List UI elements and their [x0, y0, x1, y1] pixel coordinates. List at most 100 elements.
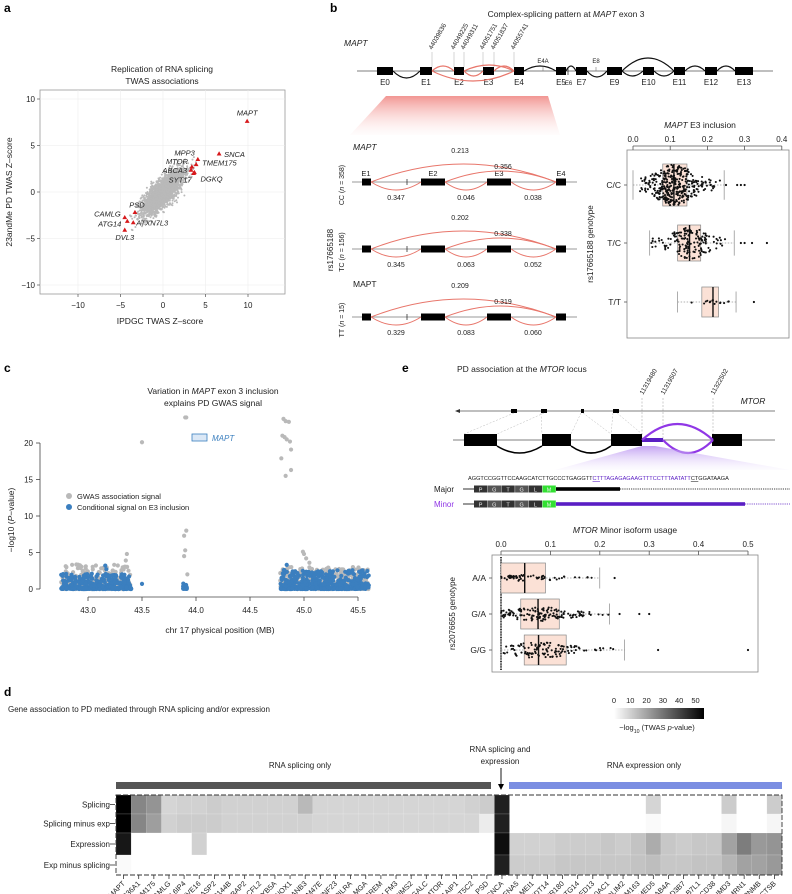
data-point: [512, 612, 515, 615]
data-point: [688, 186, 691, 189]
data-point: [553, 576, 556, 579]
data-point: [676, 250, 679, 253]
data-point: [598, 647, 602, 650]
data-point: [682, 167, 685, 170]
snp-point: [69, 582, 74, 588]
snp-point: [113, 576, 118, 582]
y-tick-label: −10: [21, 281, 35, 290]
data-point: [686, 238, 689, 241]
data-point: [588, 612, 591, 615]
snp-point: [60, 573, 65, 579]
gene-point: [149, 206, 152, 209]
data-point: [578, 647, 581, 650]
junction-value: 0.063: [457, 262, 475, 269]
text-part: MAPT: [593, 9, 617, 19]
x-tick-label: 10: [244, 301, 253, 310]
data-point: [575, 616, 578, 619]
gene-point: [155, 180, 158, 183]
gene-point: [186, 165, 189, 168]
snp-point: [97, 583, 102, 588]
snp-point: [123, 558, 128, 563]
data-point: [685, 181, 688, 185]
gene-point: [155, 195, 158, 198]
data-point: [523, 647, 526, 650]
splice-junction-arc: [523, 65, 557, 72]
data-point: [699, 252, 702, 255]
junction-arc-e3-e4: [510, 181, 557, 191]
data-point: [683, 232, 686, 235]
gene-point: [144, 223, 147, 226]
gene-point: [141, 225, 143, 228]
data-point: [554, 653, 557, 656]
data-point: [599, 649, 602, 652]
data-point: [690, 180, 693, 183]
gene-point: [163, 176, 166, 179]
gene-point: [163, 193, 166, 195]
data-point: [531, 607, 534, 610]
junction-arc-e2-e3: [444, 248, 488, 258]
gene-point: [142, 213, 145, 216]
data-point: [693, 190, 696, 193]
data-point: [513, 649, 516, 652]
data-point: [657, 191, 660, 195]
data-point: [602, 647, 605, 650]
data-point: [542, 607, 545, 610]
data-point: [549, 641, 552, 644]
data-point: [534, 643, 537, 646]
gene-point: [156, 192, 159, 195]
exon-block: [454, 67, 464, 75]
data-point: [652, 177, 655, 180]
data-point: [684, 188, 687, 191]
exon-label: E7: [577, 78, 587, 87]
data-point: [555, 650, 558, 653]
gene-point: [159, 176, 162, 179]
gene-point: [143, 221, 146, 224]
data-point: [693, 241, 696, 244]
gene-point: [151, 193, 154, 196]
outlier-point: [743, 241, 746, 245]
gene-point: [171, 186, 174, 189]
data-point: [702, 232, 705, 235]
snp-point: [122, 580, 127, 585]
data-point: [680, 231, 683, 234]
highlighted-gene-label: PSD: [129, 200, 145, 209]
outlier-point: [648, 612, 651, 616]
text-part: CC (: [339, 190, 346, 205]
snp-point: [184, 585, 189, 590]
minor-exon-label: E4A: [537, 59, 548, 65]
snp-point: [100, 584, 105, 589]
highlighted-gene-label: TMEM175: [202, 159, 237, 168]
data-point: [580, 610, 583, 613]
junction-arc-e1-e2: [370, 316, 422, 326]
x-tick-label: 5: [203, 301, 208, 310]
data-point: [660, 238, 663, 242]
panel-a-y-axis-label: 23andMe PD TWAS Z–score: [4, 137, 14, 246]
data-point: [704, 238, 708, 241]
splice-junction-arc: [684, 65, 706, 72]
data-point: [696, 241, 699, 244]
junction-value: 0.345: [387, 262, 405, 269]
data-point: [554, 647, 557, 650]
data-point: [541, 575, 544, 578]
x-tick-label: 0.0: [627, 135, 639, 144]
data-point: [669, 175, 672, 179]
gene-point: [162, 211, 165, 214]
data-point: [543, 653, 546, 656]
data-point: [708, 235, 711, 238]
data-point: [714, 180, 717, 184]
gene-point: [151, 184, 154, 187]
splice-junction-arc: [621, 70, 644, 77]
exon-block: [705, 67, 717, 75]
data-point: [560, 576, 563, 580]
data-point: [662, 177, 665, 180]
gene-point: [171, 165, 174, 168]
x-tick-label: 44.5: [242, 606, 258, 615]
snp-point: [110, 585, 115, 591]
data-point: [505, 578, 508, 581]
outlier-point: [739, 183, 742, 187]
data-point: [654, 191, 657, 195]
gene-point: [182, 163, 185, 166]
data-point: [508, 609, 511, 612]
gene-point: [152, 188, 155, 191]
box-plot-title: MAPT E3 inclusion: [664, 120, 736, 130]
